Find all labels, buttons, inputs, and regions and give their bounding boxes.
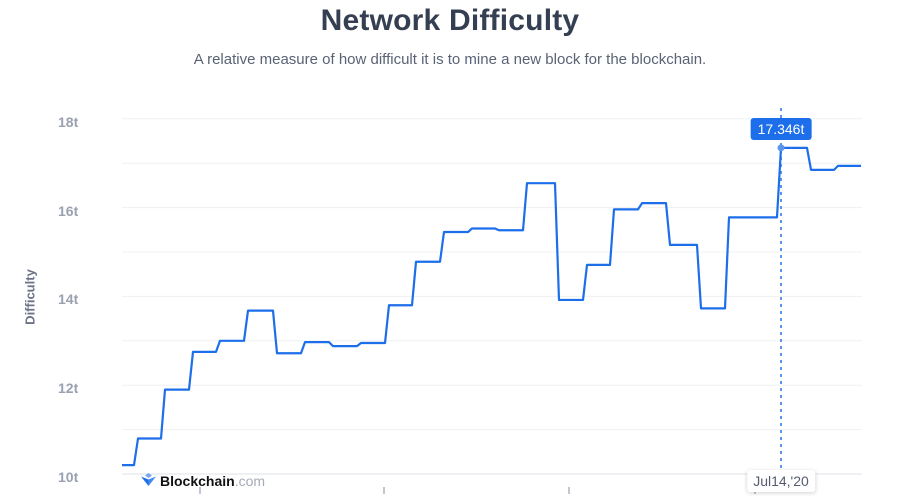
value-tooltip: 17.346t [750,118,812,140]
difficulty-line[interactable] [122,146,861,467]
page-subtitle: A relative measure of how difficult it i… [193,51,707,68]
y-tick-14t: 14t [58,291,79,307]
y-tick-10t: 10t [58,469,79,485]
y-tick-12t: 12t [58,380,79,396]
y-tick-16t: 16t [58,203,79,219]
gridlines [122,118,862,475]
x-hover-date-label: Jul14,'20 [747,470,815,492]
brand-name: Blockchain [160,473,235,489]
y-tick-18t: 18t [58,114,79,130]
x-axis-ticks [199,487,756,494]
page-title: Network Difficulty [320,4,580,37]
brand-tld: .com [234,473,266,489]
hover-point[interactable] [777,144,785,152]
brand-watermark[interactable]: Blockchain.com [141,473,265,489]
blockchain-logo-icon [141,473,156,489]
